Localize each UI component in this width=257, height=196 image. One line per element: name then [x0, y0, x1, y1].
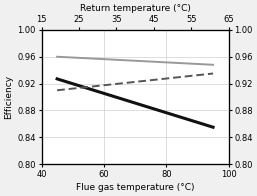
X-axis label: Flue gas temperature (°C): Flue gas temperature (°C): [76, 183, 194, 192]
X-axis label: Return temperature (°C): Return temperature (°C): [80, 4, 190, 13]
Y-axis label: Efficiency: Efficiency: [4, 75, 13, 119]
